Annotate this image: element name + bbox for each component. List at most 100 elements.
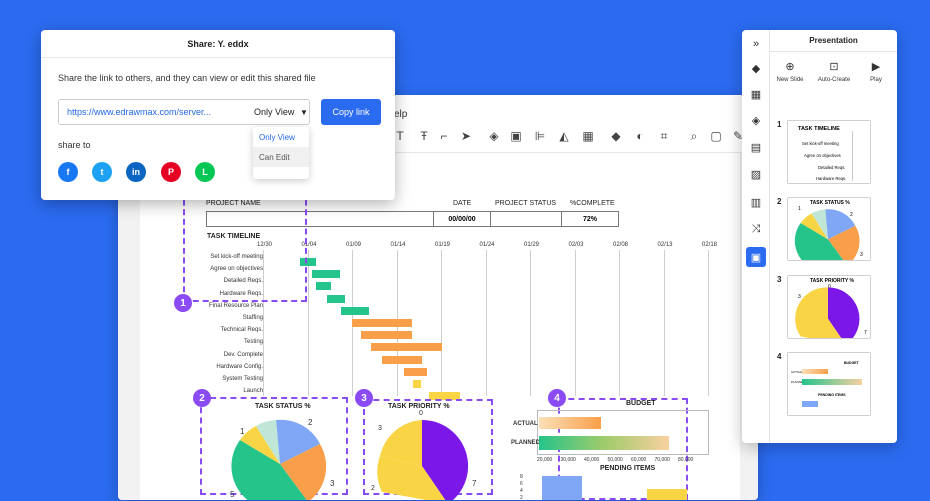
page-icon[interactable]: ▤: [750, 141, 762, 154]
task-label: Detailed Reqs.: [223, 278, 263, 285]
slide-thumb-4[interactable]: BUDGET ACTUAL PLANNED PENDING ITEMS: [787, 352, 871, 416]
slide-number-4: 4: [777, 352, 782, 361]
callout-badge-1: 1: [174, 294, 192, 312]
gantt-bar: [413, 380, 422, 388]
budget-tick: 30,000: [560, 457, 576, 463]
org-icon[interactable]: ▥: [750, 196, 762, 209]
share-url-text[interactable]: https://www.edrawmax.com/server...: [67, 107, 212, 117]
task-label: Testing: [243, 339, 263, 346]
search-icon[interactable]: ⌕: [690, 129, 698, 143]
task-label: Set kick-off meeting: [210, 254, 263, 260]
budget-tick: 60,000: [631, 457, 647, 463]
share-url-field[interactable]: https://www.edrawmax.com/server... Only …: [58, 99, 310, 125]
timeline-date: 02/13: [657, 242, 673, 248]
pointer-icon[interactable]: ➤: [460, 129, 472, 143]
pending-tick: 6: [520, 481, 523, 487]
text-box-icon[interactable]: Ŧ: [420, 129, 428, 143]
menu-help[interactable]: elp: [394, 109, 408, 120]
budget-title: BUDGET: [626, 400, 656, 407]
crop-icon[interactable]: ⌗: [660, 129, 668, 143]
play-icon: ▶: [871, 61, 881, 73]
option-only-view[interactable]: Only View: [259, 132, 295, 142]
slide-thumb-2[interactable]: TASK STATUS % 1 2 3: [787, 197, 871, 261]
pending-tick: 4: [520, 488, 523, 494]
gantt-bar: [382, 355, 423, 364]
gantt-bar: [299, 258, 317, 266]
connector-icon[interactable]: ⌐: [440, 129, 448, 143]
gantt-bar: [326, 294, 346, 303]
image-icon[interactable]: ▢: [710, 129, 722, 143]
group-icon[interactable]: ▣: [510, 129, 522, 143]
shuffle-icon[interactable]: ⤨: [751, 222, 761, 235]
pinterest-icon[interactable]: P: [161, 162, 181, 182]
fill-icon[interactable]: ◆: [751, 62, 761, 75]
grid-icon[interactable]: ▦: [750, 88, 762, 101]
new-slide-button[interactable]: ⊕ New Slide: [768, 60, 812, 83]
pending-title: PENDING ITEMS: [600, 465, 656, 472]
share-dialog-title: Share: Y. eddx: [41, 30, 395, 58]
pie-slice-green: [231, 440, 307, 500]
task-label: Hardware Config.: [216, 363, 263, 370]
auto-create-button[interactable]: ⊡ Auto-Create: [812, 60, 856, 83]
pen-icon[interactable]: ✎: [732, 129, 744, 143]
chevron-down-icon[interactable]: ▼: [300, 108, 308, 117]
collapse-icon[interactable]: »: [752, 38, 760, 50]
text-tool-icon[interactable]: T: [396, 129, 404, 143]
slide-number-3: 3: [777, 275, 782, 284]
gantt-chart: 12/30 01/04 01/09 01/14 01/19 01/24 01/29 02/03…: [209, 240, 723, 401]
copy-link-button[interactable]: Copy link: [321, 99, 381, 125]
layers-icon[interactable]: ◈: [751, 114, 761, 127]
status-label-2: 2: [308, 418, 313, 427]
twitter-icon[interactable]: t: [92, 162, 112, 182]
play-button[interactable]: ▶ Play: [854, 60, 898, 83]
option-can-edit[interactable]: Can Edit: [253, 147, 309, 167]
project-status-label: PROJECT STATUS: [495, 200, 557, 207]
callout-badge-2: 2: [193, 389, 211, 407]
timeline-date: 01/29: [524, 242, 540, 248]
permission-select[interactable]: Only View: [254, 107, 295, 117]
status-cell: [490, 211, 562, 227]
side-toolbar: » ◆ ▦ ◈ ▤ ▨ ▥ ⤨ ▣: [742, 30, 770, 443]
timeline-date: 02/03: [568, 242, 584, 248]
budget-tick: 20,000: [537, 457, 553, 463]
budget-actual-label: ACTUAL: [513, 421, 538, 427]
slide-thumb-3[interactable]: TASK PRIORITY % 0 3 7: [787, 275, 871, 339]
task-label: Launch: [243, 388, 263, 395]
gantt-bar: [316, 282, 332, 291]
timeline-date: 01/19: [435, 242, 451, 248]
line-color-icon[interactable]: ◐: [636, 129, 644, 143]
budget-tick: 80,000: [678, 457, 694, 463]
project-name-label: PROJECT NAME: [206, 200, 261, 207]
share-to-label: share to: [58, 140, 91, 150]
complete-cell: 72%: [561, 211, 619, 227]
slide-number-1: 1: [777, 120, 782, 129]
presentation-panel: » ◆ ▦ ◈ ▤ ▨ ▥ ⤨ ▣ Presentation ⊕ New Sli…: [742, 30, 897, 443]
timeline-date: 02/08: [613, 242, 629, 248]
image-icon[interactable]: ▨: [750, 168, 762, 181]
task-label: Final Resource Plan: [208, 302, 263, 309]
slide-thumb-1[interactable]: TASK TIMELINE Set kick-off meeting Agree…: [787, 120, 871, 184]
pie-slice-purple: [422, 419, 469, 500]
task-status-pie: [231, 419, 327, 500]
status-label-1: 1: [240, 427, 245, 436]
pending-bar-2: [647, 489, 687, 500]
linkedin-icon[interactable]: in: [126, 162, 146, 182]
line-icon[interactable]: L: [195, 162, 215, 182]
fill-color-icon[interactable]: ◆: [611, 129, 621, 143]
priority-label-2: 2: [371, 485, 375, 492]
timeline-date: 01/04: [301, 242, 317, 248]
budget-planned-label: PLANNED: [511, 440, 541, 446]
gantt-bar: [371, 343, 443, 352]
pie-slice-yellow: [240, 426, 280, 464]
table-icon[interactable]: ▦: [582, 129, 594, 143]
pending-bar-1: [542, 476, 582, 500]
flip-icon[interactable]: ◭: [559, 129, 569, 143]
align-icon[interactable]: ⊫: [534, 129, 546, 143]
layers-icon[interactable]: ◈: [489, 129, 499, 143]
task-label: Dev. Complete: [223, 351, 263, 358]
budget-planned-bar: [539, 436, 669, 450]
presentation-icon[interactable]: ▣: [746, 247, 766, 267]
share-description: Share the link to others, and they can v…: [58, 73, 316, 83]
facebook-icon[interactable]: f: [58, 162, 78, 182]
